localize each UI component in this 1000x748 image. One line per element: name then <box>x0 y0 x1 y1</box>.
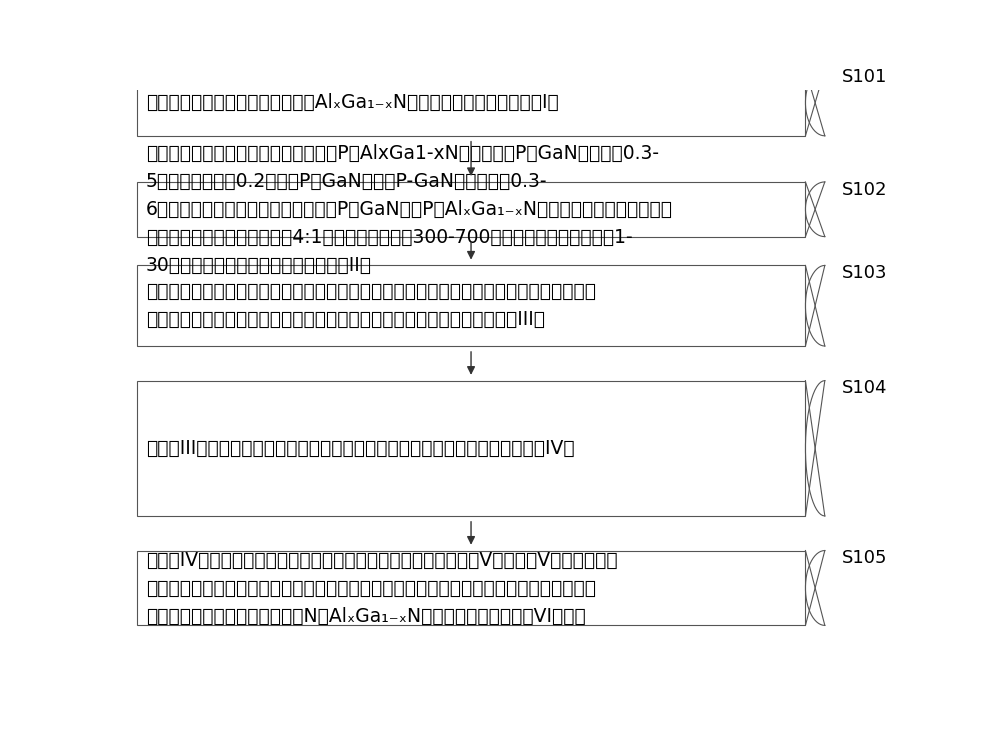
Text: S104: S104 <box>842 379 887 397</box>
Bar <box>137 551 805 625</box>
Text: 将结构IV通过激光剥离或化学腐蚀的办法去掉生长衬底，得到结构V；将结构V在粘结层熔点
温度附近进行退火释放金属及基板对芯片的应力，粗化，去边，钝化，得到钝化层，: 将结构IV通过激光剥离或化学腐蚀的办法去掉生长衬底，得到结构V；将结构V在粘结层… <box>146 551 618 625</box>
Text: 将结构III的阻挡保护层通过邦定压焊的方式转移到导电衬底的粘结层上得到结构IV；: 将结构III的阻挡保护层通过邦定压焊的方式转移到导电衬底的粘结层上得到结构IV； <box>146 439 575 458</box>
Bar <box>137 381 805 516</box>
Bar <box>137 182 805 236</box>
Text: 在衬底上生长有紫外量子井结构的AlₓGa₁₋ₓN半导体单晶薄膜，得到结构I；: 在衬底上生长有紫外量子井结构的AlₓGa₁₋ₓN半导体单晶薄膜，得到结构I； <box>146 94 559 112</box>
Text: S105: S105 <box>842 549 887 568</box>
Bar <box>137 266 805 346</box>
Text: S101: S101 <box>842 69 887 87</box>
Text: S103: S103 <box>842 264 887 282</box>
Bar <box>137 70 805 136</box>
Text: S102: S102 <box>842 181 887 199</box>
Text: 将半导体薄膜进行光刻，定义出芯片图形后将半导体薄膜刻蚀穿或不刻蚀穿，然后去掉光刻
胶，清洗，形成反射欧姆接触层及反射欧姆接触层的阻挡保护层；得到结构III；: 将半导体薄膜进行光刻，定义出芯片图形后将半导体薄膜刻蚀穿或不刻蚀穿，然后去掉光刻… <box>146 282 596 329</box>
Text: 将半导体薄膜进行光刻、刻蚀，刻蚀到P型AlxGa1-xN层，留下的P型GaN层直径为0.3-
5微米、厚度小于0.2微米的P型GaN圆柱，P-GaN圆柱间距在0: 将半导体薄膜进行光刻、刻蚀，刻蚀到P型AlxGa1-xN层，留下的P型GaN层直… <box>146 144 673 275</box>
